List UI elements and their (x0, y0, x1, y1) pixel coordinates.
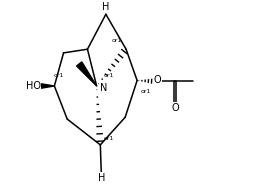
Text: N: N (100, 83, 107, 93)
Text: O: O (153, 76, 161, 86)
Text: or1: or1 (104, 136, 114, 141)
Text: or1: or1 (53, 73, 64, 78)
Text: or1: or1 (111, 38, 122, 43)
Text: H: H (98, 173, 105, 183)
Polygon shape (37, 83, 54, 89)
Text: or1: or1 (141, 89, 151, 94)
Text: or1: or1 (104, 73, 114, 78)
Polygon shape (77, 62, 97, 86)
Text: H: H (102, 2, 109, 12)
Text: O: O (171, 103, 179, 113)
Text: HO: HO (26, 81, 41, 91)
